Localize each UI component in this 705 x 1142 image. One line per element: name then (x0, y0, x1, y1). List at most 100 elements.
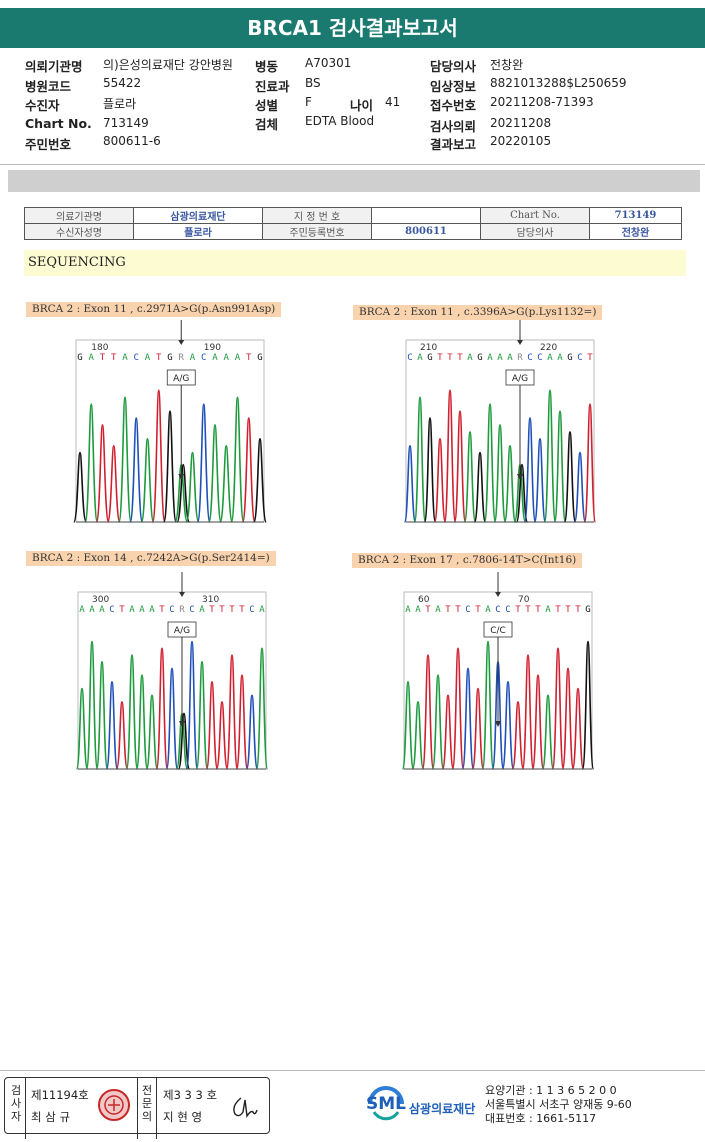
arrow-head-icon (179, 721, 185, 727)
base-call: T (475, 605, 481, 615)
resident-no-value: 800611-6 (103, 134, 161, 148)
trace-peak (431, 674, 445, 770)
position-number: 190 (204, 343, 221, 353)
base-call: A (547, 353, 553, 363)
base-call: C (407, 353, 412, 363)
table-cell: 수신자성명 (24, 223, 134, 240)
base-call: G (257, 353, 262, 363)
mutation-label: BRCA 2 : Exon 17 , c.7806-14T>C(Int16) (352, 553, 583, 568)
trace-peak (411, 701, 425, 770)
arrow-head-icon (178, 340, 185, 345)
trace-peak (75, 687, 89, 770)
base-call: T (515, 605, 521, 615)
age-value: 41 (385, 95, 401, 109)
doctor-signature-icon (233, 1097, 258, 1118)
base-call: A (212, 353, 218, 363)
doctor-number: 제3 3 3 호 (163, 1088, 218, 1102)
sml-logo-icon (368, 1086, 404, 1121)
department-value: BS (305, 76, 321, 90)
trace-peak (185, 640, 199, 770)
trace-peak (543, 389, 557, 523)
arrow-head-icon (178, 474, 185, 480)
base-call: A (190, 353, 196, 363)
base-call: A (89, 605, 95, 615)
trace-peak (563, 431, 577, 523)
trace-peak (95, 660, 109, 770)
trace-peak (453, 410, 467, 523)
position-number: 220 (540, 343, 557, 353)
base-call: T (156, 353, 162, 363)
org-contact: 요양기관 : 1 1 3 6 5 2 0 0 서울특별시 서초구 양재동 9-6… (485, 1084, 632, 1126)
trace-peak (125, 654, 139, 770)
position-number: 300 (92, 595, 109, 605)
receipt-no-label: 접수번호 (430, 98, 477, 113)
trace-peak (115, 701, 129, 770)
base-call: T (437, 353, 443, 363)
trace-peak (401, 681, 415, 770)
base-call: G (77, 353, 82, 363)
base-call: C (505, 605, 510, 615)
base-call: A (545, 605, 551, 615)
base-call: T (219, 605, 225, 615)
genotype-call: A/G (173, 374, 189, 384)
arrow-head-icon (179, 592, 185, 597)
header-divider (0, 164, 705, 165)
trace-peak (230, 396, 245, 523)
base-call: A (79, 605, 85, 615)
base-call: T (119, 605, 125, 615)
trace-peak (451, 647, 465, 770)
genotype-call: C/C (490, 626, 506, 636)
genotype-call: A/G (174, 626, 190, 636)
trace-peak (573, 451, 587, 523)
report-title: BRCA1 검사결과보고서 (0, 8, 705, 48)
arrow-head-icon (517, 340, 523, 345)
base-call: A (415, 605, 421, 615)
base-call: T (457, 353, 463, 363)
trace-peak (140, 438, 155, 523)
trace-peak (95, 424, 110, 523)
trace-peak (413, 396, 427, 523)
trace-peak (151, 389, 166, 523)
position-number: 180 (91, 343, 108, 353)
base-call: A (145, 353, 151, 363)
base-call: A (122, 353, 128, 363)
base-call: T (447, 353, 453, 363)
base-call: T (111, 353, 117, 363)
trace-peak (553, 410, 567, 523)
base-call: T (100, 353, 106, 363)
arrow-head-icon (495, 592, 501, 597)
base-call: T (229, 605, 235, 615)
base-call: T (425, 605, 431, 615)
mutation-label: BRCA 2 : Exon 11 , c.3396A>G(p.Lys1132=) (353, 305, 603, 320)
institution-value: 의)은성의료재단 강안병원 (103, 58, 233, 72)
base-call: A (405, 605, 411, 615)
base-call: C (577, 353, 582, 363)
trace-peak (473, 451, 487, 523)
trace-peak (196, 403, 211, 523)
table-row: 수신자성명 플로라 주민등록번호 800611 담당의사 전창완 (24, 223, 682, 240)
table-row: 의료기관명 삼광의료재단 지 정 번 호 Chart No. 713149 (24, 207, 682, 224)
base-call: A (235, 353, 241, 363)
trace-peak (523, 417, 537, 523)
base-call: T (239, 605, 245, 615)
request-date-label: 검사의뢰 (430, 119, 477, 134)
trace-peak (531, 674, 545, 770)
base-call: C (495, 605, 500, 615)
base-call: T (246, 353, 252, 363)
base-call: A (485, 605, 491, 615)
recipient-value: 플로라 (103, 97, 137, 111)
arrow-head-icon (495, 721, 501, 727)
hospital-code-label: 병원코드 (25, 79, 72, 94)
chromatogram-frame (405, 339, 595, 523)
base-call: A (435, 605, 441, 615)
base-call: T (575, 605, 581, 615)
trace-peak (503, 444, 517, 523)
trace-peak (176, 463, 191, 523)
scan-top-band (8, 170, 700, 192)
department-label: 진료과 (255, 79, 290, 94)
table-cell: 주민등록번호 (262, 223, 372, 240)
trace-peak (493, 424, 507, 523)
base-call: A (139, 605, 145, 615)
tester-number: 제11194호 (31, 1088, 89, 1102)
